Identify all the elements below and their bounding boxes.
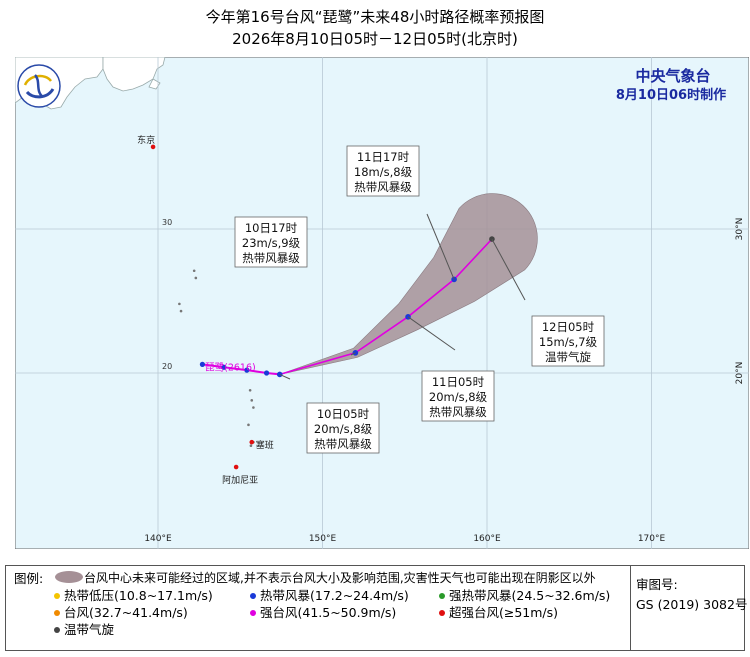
- legend-divider: [630, 566, 631, 650]
- legend-dot: [250, 593, 256, 599]
- legend-heading: 图例:: [14, 571, 44, 586]
- map: 140°E 150°E 160°E 170°E 30 30°N 20 20°N 琵鹭(2616…: [15, 57, 749, 549]
- lon-label: 170°E: [638, 534, 666, 544]
- callout-text: 11日05时: [432, 375, 485, 389]
- forecast-point: [352, 350, 359, 356]
- city-marker: [150, 144, 156, 150]
- legend-dot: [439, 610, 445, 616]
- city-label: 塞班: [256, 439, 274, 451]
- legend-dot: [54, 593, 60, 599]
- review-label: 审图号:: [636, 577, 678, 592]
- past-position-point: [263, 370, 270, 376]
- legend-item: 温带气旋: [54, 622, 114, 637]
- callout-box: [421, 370, 495, 422]
- storm-name-label: 琵鹭(2616): [205, 362, 256, 373]
- callout-text: 热带风暴级: [354, 180, 412, 194]
- callout-text: 10日17时: [245, 221, 298, 235]
- callout-box: [346, 145, 420, 197]
- cma-logo: [17, 64, 61, 108]
- city-label: 东京: [137, 134, 155, 146]
- legend-item: 热带低压(10.8~17.1m/s): [54, 588, 213, 603]
- legend-dot: [54, 627, 60, 633]
- probability-cone: [279, 193, 538, 375]
- lat-label-left: 20: [162, 362, 172, 371]
- callout-text: 热带风暴级: [314, 437, 372, 451]
- page-title: 今年第16号台风“琵鹭”未来48小时路径概率预报图: [205, 8, 545, 26]
- island: [249, 444, 253, 448]
- island: [179, 309, 183, 313]
- island: [248, 388, 252, 392]
- city-marker: [249, 439, 255, 445]
- callout-text: 温带气旋: [545, 350, 591, 364]
- lat-label-left: 30: [162, 218, 172, 227]
- callout-text: 20m/s,8级: [429, 390, 488, 404]
- lon-label: 150°E: [309, 534, 337, 544]
- legend-dot: [54, 610, 60, 616]
- lat-label-right: 30°N: [735, 218, 745, 241]
- callout-text: 23m/s,9级: [242, 236, 301, 250]
- past-position-point: [244, 367, 250, 373]
- callout-leader: [426, 213, 455, 280]
- ocean: [15, 57, 749, 549]
- callout-text: 18m/s,8级: [354, 165, 413, 179]
- callout-text: 10日05时: [317, 407, 370, 421]
- legend-item: 强台风(41.5~50.9m/s): [250, 605, 396, 620]
- legend: 图例: 台风中心未来可能经过的区域,并不表示台风大小及影响范围,灾害性天气也可能…: [5, 565, 748, 651]
- legend-dot: [439, 593, 445, 599]
- callout-text: 热带风暴级: [429, 405, 487, 419]
- callout-text: 11日17时: [357, 150, 410, 164]
- island: [250, 399, 254, 402]
- forecast-point: [451, 276, 457, 283]
- past-position-point: [199, 361, 206, 367]
- island: [252, 406, 255, 409]
- legend-item: 超强台风(≥51m/s): [439, 605, 558, 620]
- callout-text: 12日05时: [542, 320, 595, 334]
- legend-item: 热带风暴(17.2~24.4m/s): [250, 588, 409, 603]
- issue-time: 8月10日06时制作: [616, 87, 726, 103]
- callout-text: 20m/s,8级: [314, 422, 373, 436]
- callout-leader: [279, 373, 291, 380]
- past-position-point: [221, 364, 227, 370]
- lon-label: 140°E: [144, 534, 172, 544]
- lon-label: 160°E: [473, 534, 501, 544]
- page-subtitle: 2026年8月10日05时－12日05时(北京时): [232, 30, 518, 48]
- island: [247, 423, 250, 427]
- callout-box: [234, 216, 308, 268]
- callout-text: 15m/s,7级: [539, 335, 598, 349]
- legend-cone-desc: 台风中心未来可能经过的区域,并不表示台风大小及影响范围,灾害性天气也可能出现在阴…: [84, 571, 596, 585]
- callout-leader: [407, 316, 456, 351]
- review-number: GS (2019) 3082号: [636, 597, 748, 612]
- agency-name: 中央气象台: [635, 67, 710, 85]
- callout-box: [531, 315, 605, 367]
- legend-dot: [250, 610, 256, 616]
- island: [192, 269, 196, 273]
- graticule: [15, 57, 749, 549]
- cone-swatch: [55, 571, 83, 583]
- city-marker: [233, 464, 239, 470]
- legend-item: 台风(32.7~41.4m/s): [54, 605, 188, 620]
- callout-leader: [491, 238, 526, 301]
- island: [178, 302, 181, 306]
- callout-box: [306, 402, 380, 454]
- callout-leader: [350, 352, 356, 356]
- callout-text: 热带风暴级: [242, 251, 300, 265]
- city-label: 阿加尼亚: [222, 475, 258, 486]
- lat-label-right: 20°N: [735, 362, 745, 385]
- legend-item: 强热带风暴(24.5~32.6m/s): [439, 588, 610, 603]
- island: [194, 276, 198, 280]
